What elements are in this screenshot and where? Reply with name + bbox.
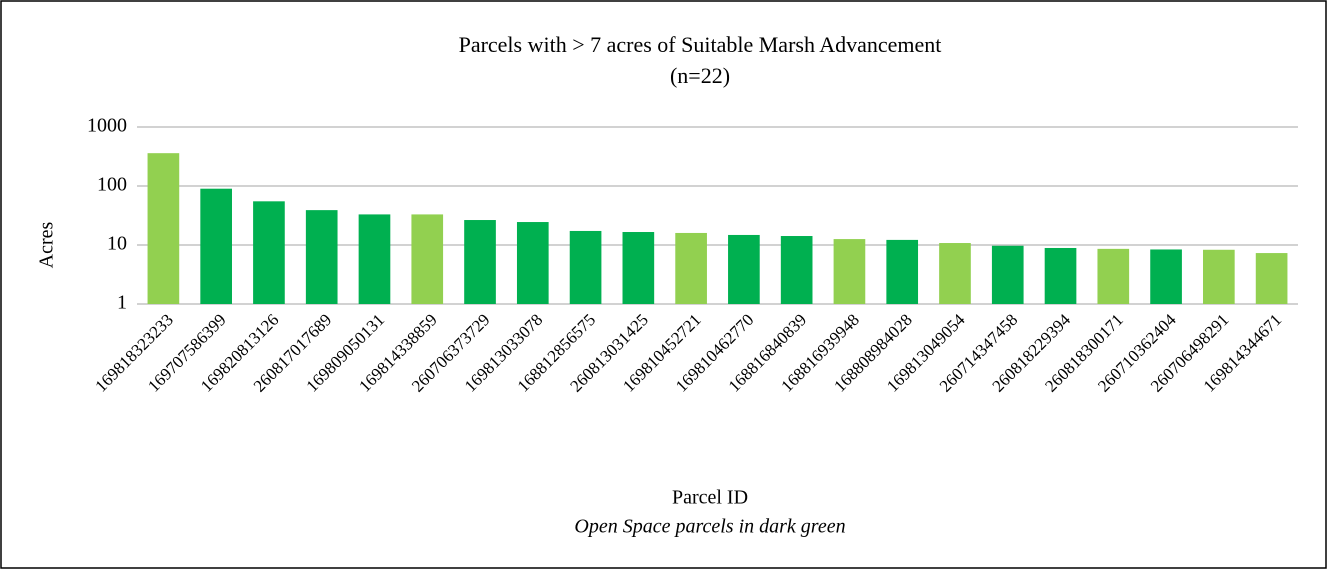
chart-subtitle: (n=22)	[670, 63, 730, 88]
bar	[1255, 253, 1288, 304]
bar	[833, 239, 866, 304]
bar	[569, 230, 602, 304]
bar	[886, 239, 919, 304]
bar	[200, 188, 232, 304]
annotation: Open Space parcels in dark green	[574, 516, 845, 538]
bar	[305, 210, 338, 304]
bar	[253, 201, 285, 304]
x-axis-label: Parcel ID	[672, 487, 748, 509]
bar	[1203, 249, 1235, 304]
bar	[991, 245, 1024, 304]
bar	[1097, 248, 1130, 304]
bar	[464, 220, 496, 304]
y-tick-label: 10	[107, 233, 127, 255]
bar	[358, 214, 391, 304]
y-tick-label: 1000	[87, 115, 127, 137]
y-tick-label: 1	[117, 292, 127, 314]
chart-title: Parcels with > 7 acres of Suitable Marsh…	[459, 32, 942, 57]
bar	[780, 236, 813, 304]
y-tick-label: 100	[97, 174, 127, 196]
bar	[147, 153, 180, 304]
bar	[411, 214, 444, 304]
bar	[516, 222, 549, 304]
bar	[1150, 249, 1182, 304]
bar	[728, 234, 760, 304]
bar	[675, 232, 707, 304]
y-axis-label: Acres	[36, 221, 58, 268]
bar	[939, 243, 971, 304]
bar	[1044, 247, 1077, 304]
bar	[622, 232, 655, 304]
